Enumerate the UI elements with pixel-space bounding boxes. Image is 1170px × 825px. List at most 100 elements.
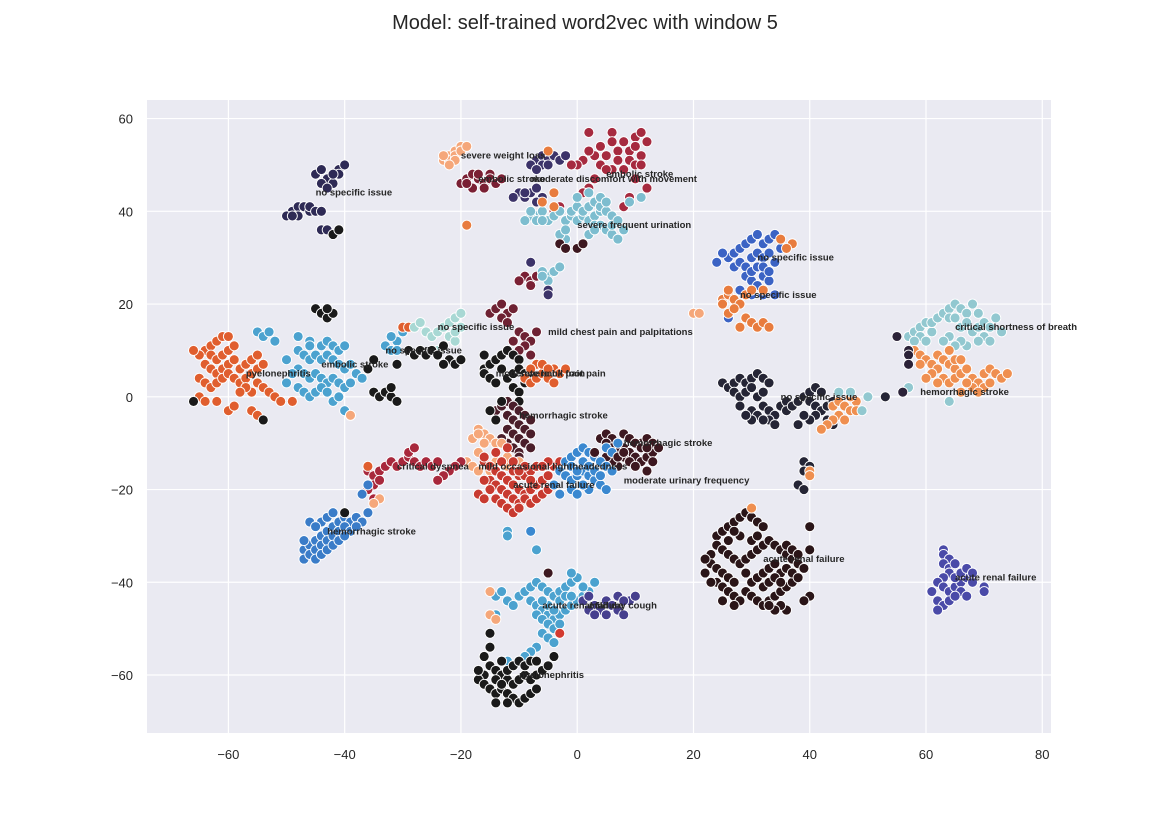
data-point (548, 604, 560, 616)
data-point (501, 317, 513, 329)
data-point (595, 140, 606, 152)
data-point (618, 164, 630, 176)
data-point (542, 660, 554, 672)
data-point (629, 173, 641, 185)
data-point (583, 187, 595, 199)
data-point (961, 307, 973, 319)
x-axis-ticks: −60 −40 −20 0 20 40 60 80 (217, 747, 1049, 762)
data-point (525, 205, 537, 217)
data-point (472, 428, 484, 440)
data-point (612, 154, 624, 166)
data-point (647, 456, 659, 468)
data-point (531, 655, 542, 667)
data-point (641, 136, 653, 148)
data-point (600, 609, 612, 621)
data-point (711, 256, 723, 268)
data-point (228, 354, 240, 366)
cluster-label: no specific issue (781, 392, 858, 403)
data-point (972, 307, 984, 319)
data-point (943, 395, 955, 407)
data-point (589, 609, 601, 621)
data-point (501, 442, 513, 454)
data-point (798, 484, 810, 495)
data-point (484, 627, 496, 639)
data-point (188, 344, 199, 356)
data-point (525, 474, 537, 486)
data-point (548, 187, 560, 199)
data-point (298, 535, 310, 546)
data-point (263, 326, 275, 338)
data-point (618, 224, 630, 236)
data-point (618, 446, 630, 458)
data-point (461, 140, 473, 152)
data-point (333, 224, 345, 236)
data-point (513, 502, 525, 514)
data-point (589, 173, 601, 185)
cluster-label: critical dyspnea (397, 461, 470, 472)
data-point (978, 586, 990, 598)
data-point (548, 479, 560, 491)
cluster-label: critical shortness of breath (955, 322, 1077, 333)
data-point (926, 326, 938, 338)
data-point (391, 344, 403, 356)
data-point (321, 303, 333, 315)
data-point (961, 377, 973, 389)
data-point (490, 414, 502, 426)
data-point (362, 479, 374, 491)
data-point (560, 150, 572, 162)
data-point (531, 683, 542, 695)
data-point (496, 655, 508, 667)
data-point (548, 651, 560, 662)
data-point (542, 159, 554, 171)
data-point (844, 386, 856, 398)
data-point (955, 386, 967, 398)
data-point (536, 215, 548, 227)
data-point (891, 331, 903, 342)
data-point (536, 205, 548, 217)
data-point (536, 460, 548, 472)
data-point (984, 335, 996, 347)
data-point (769, 419, 781, 431)
cluster-label: no specific issue (385, 345, 462, 356)
data-points (188, 127, 1013, 709)
data-point (310, 521, 322, 533)
data-point (374, 474, 385, 486)
data-point (763, 321, 775, 333)
data-point (484, 405, 496, 417)
y-tick-label: 20 (119, 297, 133, 312)
data-point (757, 521, 769, 533)
data-point (461, 178, 473, 189)
data-point (281, 377, 292, 389)
cluster-label: hemorrhagic stroke (624, 438, 713, 449)
data-point (327, 168, 339, 180)
data-point (839, 414, 851, 426)
data-point (571, 191, 583, 203)
cluster-label: acute renal failure (763, 554, 844, 565)
data-point (519, 187, 531, 199)
cluster-label: moderate back pain (496, 369, 585, 380)
data-point (734, 400, 746, 412)
data-point (542, 470, 554, 482)
y-tick-label: −60 (111, 668, 133, 683)
data-point (961, 363, 973, 375)
data-point (525, 349, 537, 361)
data-point (972, 386, 984, 398)
data-point (629, 140, 641, 152)
data-point (496, 456, 508, 468)
data-point (525, 414, 537, 426)
data-point (565, 567, 577, 579)
data-point (595, 470, 606, 482)
data-point (734, 321, 746, 333)
data-point (606, 465, 618, 477)
data-point (321, 386, 333, 398)
data-point (618, 136, 630, 148)
data-point (490, 613, 502, 625)
data-point (577, 479, 589, 491)
data-point (722, 284, 734, 296)
data-point (472, 664, 484, 676)
data-point (321, 182, 333, 194)
data-point (455, 354, 467, 366)
data-point (199, 395, 211, 407)
cluster-label: embolic stroke (478, 174, 545, 185)
data-point (600, 150, 612, 162)
